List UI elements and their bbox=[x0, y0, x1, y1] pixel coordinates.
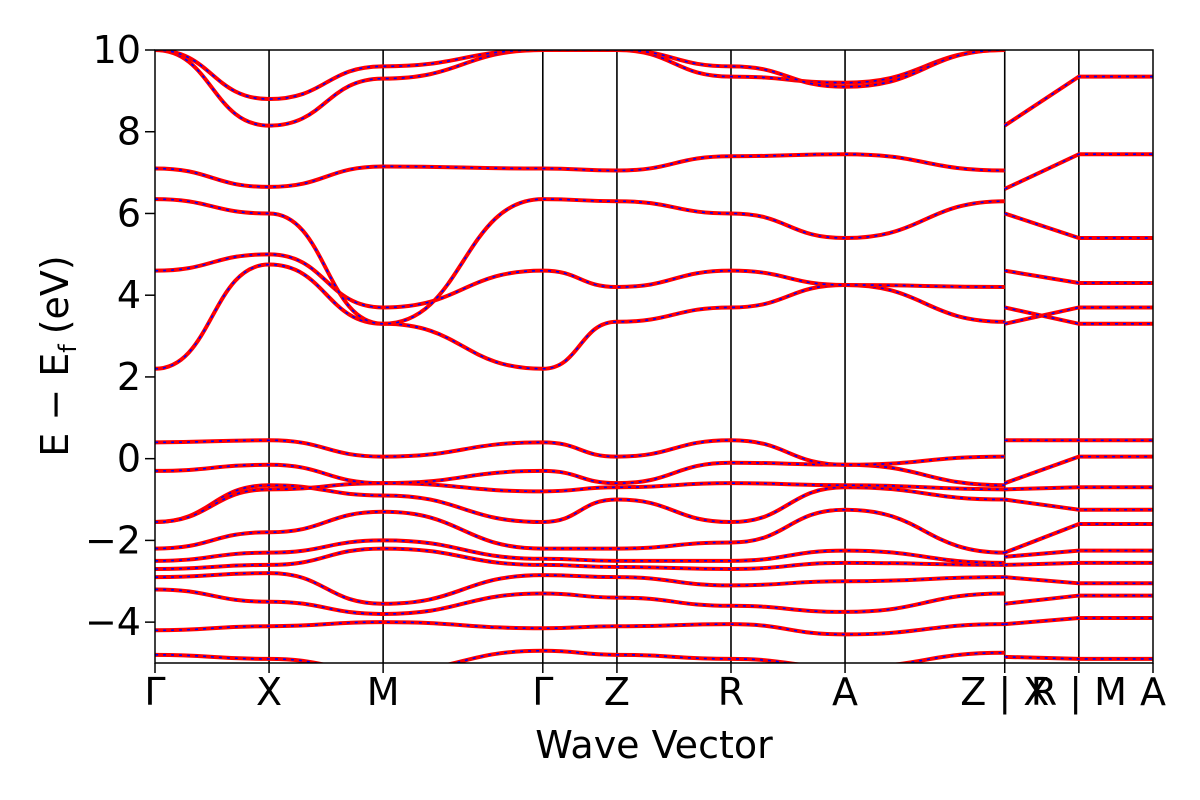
x-axis-label: Wave Vector bbox=[535, 723, 773, 767]
x-tick-label: Z bbox=[604, 670, 630, 714]
band-segment bbox=[1004, 594, 1153, 605]
plot-frame bbox=[154, 49, 1154, 664]
band-segment bbox=[1004, 656, 1153, 660]
band-line-blue bbox=[155, 621, 1005, 636]
band-line-blue bbox=[155, 508, 1005, 554]
band-line-red bbox=[155, 571, 1005, 606]
band-line-red bbox=[155, 648, 1005, 663]
band-segment bbox=[1004, 75, 1153, 127]
band-line-red bbox=[155, 197, 1005, 326]
band-segment bbox=[1004, 455, 1153, 484]
x-tick-label: Γ bbox=[144, 670, 165, 714]
band-segment bbox=[1004, 306, 1153, 325]
band-segment bbox=[1004, 269, 1153, 284]
band-line-red bbox=[155, 483, 1005, 525]
y-tick-label: −4 bbox=[85, 600, 141, 644]
band-line-blue bbox=[155, 572, 1005, 605]
bands bbox=[155, 50, 1153, 663]
x-tick-label: A bbox=[1140, 670, 1166, 714]
x-ticks: Γ X M Γ Z R A Z | XR | M A bbox=[144, 663, 1166, 715]
band-segment bbox=[1004, 617, 1153, 625]
band-line-red bbox=[155, 438, 1005, 467]
band-segment bbox=[1004, 549, 1153, 558]
band-line-blue bbox=[155, 439, 1005, 466]
svg-text:E − Ef(eV): E − Ef (eV) bbox=[33, 255, 82, 457]
band-segment bbox=[1004, 306, 1153, 325]
x-tick-label: R | M bbox=[1031, 670, 1127, 715]
band-segment bbox=[1004, 523, 1153, 554]
band-line-blue bbox=[155, 547, 1005, 570]
band-line-red bbox=[155, 50, 1005, 102]
band-line-red bbox=[155, 620, 1005, 637]
band-segment bbox=[1004, 498, 1153, 511]
y-tick-label: 0 bbox=[117, 437, 141, 481]
band-line-blue bbox=[155, 253, 1005, 309]
band-line-blue bbox=[155, 539, 1005, 564]
y-axis-label-unit: (eV) bbox=[33, 255, 77, 334]
x-tick-label: A bbox=[832, 670, 858, 714]
band-line-red bbox=[155, 538, 1005, 565]
y-tick-label: 4 bbox=[117, 273, 141, 317]
band-segment bbox=[1004, 212, 1153, 239]
band-segment bbox=[1004, 562, 1153, 566]
y-axis-label-subscript: f bbox=[54, 344, 82, 353]
band-segment bbox=[1004, 576, 1153, 585]
y-tick-label: 8 bbox=[117, 110, 141, 154]
x-tick-label: Z | X bbox=[960, 670, 1049, 715]
y-tick-label: 10 bbox=[93, 28, 141, 72]
y-ticks: −4 −2 0 2 4 6 8 10 bbox=[85, 28, 155, 644]
band-line-red bbox=[155, 252, 1005, 310]
x-tick-label: R bbox=[718, 670, 744, 714]
band-line-red bbox=[155, 50, 1005, 128]
y-tick-label: 2 bbox=[117, 355, 141, 399]
y-axis-label: E − Ef (eV) bbox=[33, 255, 82, 457]
x-tick-label: Γ bbox=[532, 670, 553, 714]
y-tick-label: 6 bbox=[117, 191, 141, 235]
band-segment bbox=[1004, 153, 1153, 190]
band-line-blue bbox=[155, 588, 1005, 615]
x-tick-label: X bbox=[256, 670, 282, 714]
y-axis-label-main: E − E bbox=[33, 353, 77, 457]
y-tick-label: −2 bbox=[85, 518, 141, 562]
band-line-blue bbox=[155, 198, 1005, 325]
band-line-blue bbox=[155, 482, 1005, 523]
band-line-blue bbox=[155, 50, 1005, 100]
kpath-lines bbox=[268, 50, 1080, 663]
band-line-blue bbox=[155, 153, 1005, 188]
band-line-blue bbox=[155, 50, 1005, 127]
band-segment bbox=[1004, 486, 1153, 491]
band-line-red bbox=[155, 152, 1005, 189]
x-tick-label: M bbox=[367, 670, 400, 714]
